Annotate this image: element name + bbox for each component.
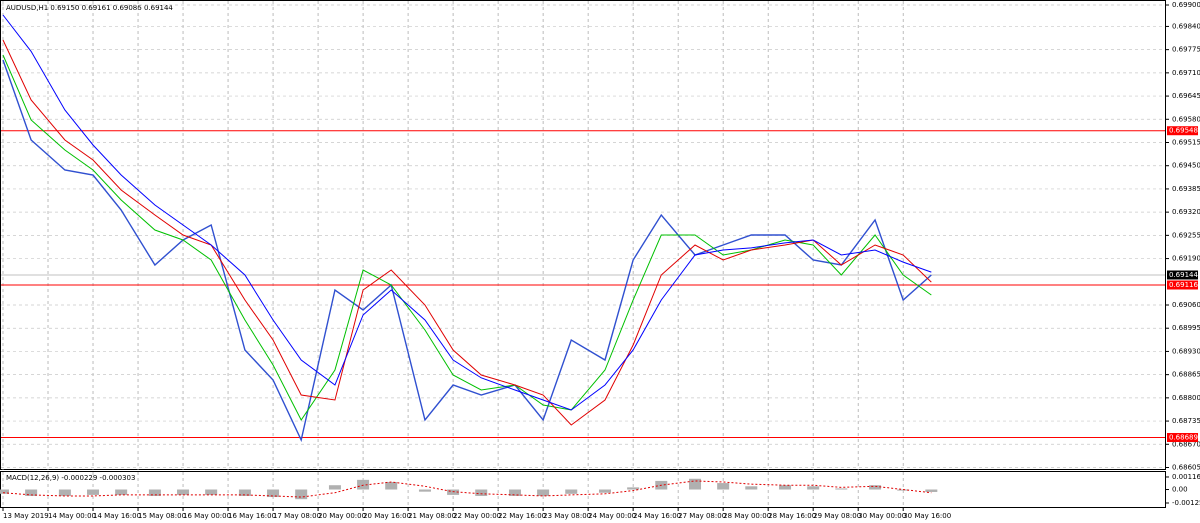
macd-bar [537,489,550,496]
y-tick-label: 0.69775 [1172,46,1200,54]
level-label: 0.68689 [1169,434,1198,442]
x-tick-label: 21 May 08:00 [408,512,456,520]
x-tick-label: 16 May 00:00 [183,512,231,520]
macd-bar [115,489,128,495]
level-tag [1167,126,1198,136]
y-tick-label: 0.69060 [1172,301,1200,309]
x-tick-label: 22 May 00:00 [453,512,501,520]
macd-bar [897,489,910,491]
level-tag [1167,433,1198,442]
macd-bar [475,489,488,496]
y-tick-label: 0.68670 [1172,440,1200,448]
x-tick-label: 17 May 08:00 [273,512,321,520]
macd-bar [25,489,38,496]
macd-bar [148,489,161,496]
macd-bar [689,478,702,490]
level-label: 0.69144 [1169,271,1198,279]
price-line [2,59,932,443]
y-tick-label: 0.69320 [1172,208,1200,216]
y-tick-label: 0.00 [1172,486,1188,494]
x-tick-label: 23 May 08:00 [543,512,591,520]
y-tick-label: 0.68800 [1172,394,1200,402]
macd-bar [925,489,938,492]
macd-bar [447,489,460,495]
y-tick-label: 0.69645 [1172,92,1200,100]
y-tick-label: 0.69255 [1172,231,1200,239]
level-label: 0.69548 [1169,127,1198,135]
macd-bar [418,489,431,492]
x-tick-label: 27 May 08:00 [678,512,726,520]
x-tick-label: 13 May 2019 [3,512,49,520]
moving-average [2,14,932,411]
y-tick-label: 0.69385 [1172,185,1200,193]
moving-average [2,39,932,426]
y-tick-label: 0.69580 [1172,115,1200,123]
chart-title: AUDUSD,H1 0.69150 0.69161 0.69086 0.6914… [6,4,173,12]
y-tick-label: 0.68735 [1172,417,1200,425]
macd-bar [87,489,100,495]
macd-bar [599,489,612,493]
macd-bar [835,488,848,490]
macd-bar [717,483,730,490]
macd-bar [627,487,640,490]
y-tick-label: 0.68930 [1172,347,1200,355]
y-tick-label: 0.69840 [1172,22,1200,30]
macd-bar [869,485,882,490]
y-tick-label: 0.001167 [1172,473,1200,481]
macd-bar [807,486,820,490]
macd-bar [205,489,218,495]
x-tick-label: 30 May 16:00 [903,512,951,520]
macd-bar [328,485,341,490]
macd-bar [238,489,251,496]
x-tick-label: 24 May 16:00 [633,512,681,520]
macd-bar [0,489,9,494]
x-tick-label: 22 May 16:00 [498,512,546,520]
y-tick-label: 0.69710 [1172,69,1200,77]
x-tick-label: 20 May 00:00 [318,512,366,520]
macd-bar [745,486,758,490]
moving-average [2,54,932,421]
x-tick-label: 14 May 00:00 [48,512,96,520]
y-tick-label: -0.001255 [1172,499,1200,507]
x-tick-label: 24 May 00:00 [588,512,636,520]
level-tag [1167,280,1198,290]
macd-bar [385,481,398,490]
macd-bar [58,489,71,496]
macd-title: MACD(12,26,9) -0.000229 -0.000303 [6,474,135,482]
x-tick-label: 15 May 08:00 [138,512,186,520]
y-tick-label: 0.69190 [1172,255,1200,263]
macd-bar [508,489,521,496]
signal-line [2,480,932,498]
macd-bar [357,479,370,490]
level-tag [1167,270,1198,280]
x-tick-label: 28 May 16:00 [768,512,816,520]
macd-bar [779,485,792,490]
y-tick-label: 0.68605 [1172,464,1200,472]
x-tick-label: 30 May 00:00 [858,512,906,520]
macd-bar [177,489,190,495]
y-tick-label: 0.68995 [1172,324,1200,332]
y-tick-label: 0.68865 [1172,371,1200,379]
y-tick-label: 0.69515 [1172,139,1200,147]
macd-bar [565,489,578,494]
x-tick-label: 14 May 16:00 [93,512,141,520]
x-tick-label: 16 May 16:00 [228,512,276,520]
y-tick-label: 0.69450 [1172,162,1200,170]
y-tick-label: 0.69900 [1172,1,1200,9]
x-tick-label: 29 May 08:00 [813,512,861,520]
macd-bar [267,489,280,498]
macd-bar [295,489,308,500]
level-label: 0.69116 [1169,281,1198,289]
x-tick-label: 28 May 00:00 [723,512,771,520]
x-tick-label: 20 May 16:00 [363,512,411,520]
